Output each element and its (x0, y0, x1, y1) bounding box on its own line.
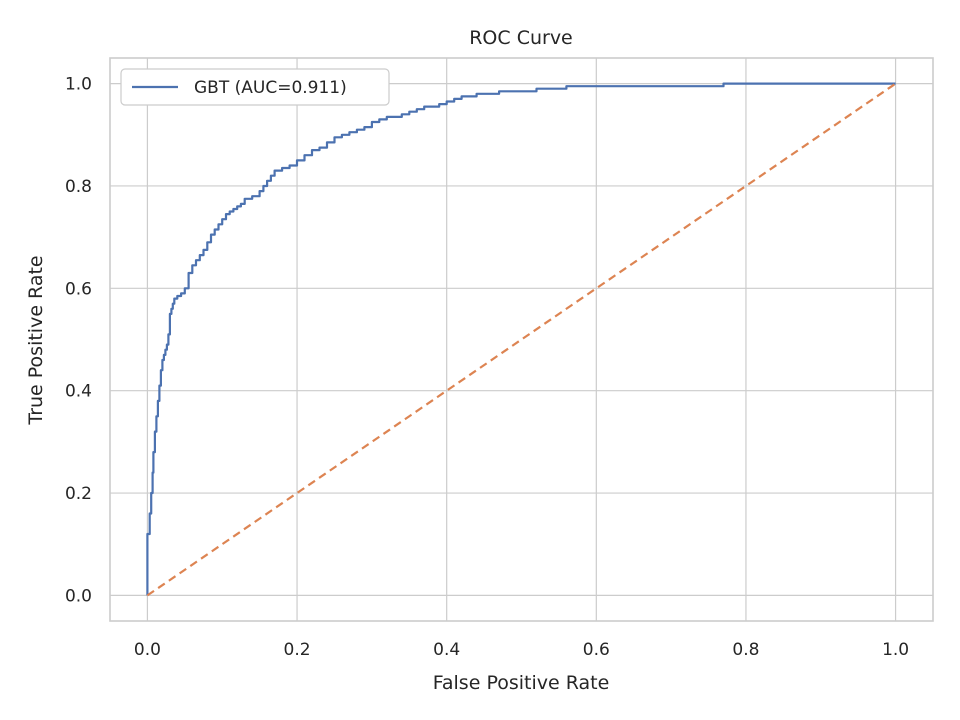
x-tick-label: 0.8 (732, 640, 759, 660)
x-tick-label: 0.6 (583, 640, 610, 660)
y-axis-label: True Positive Rate (25, 255, 47, 425)
x-tick-label: 0.4 (433, 640, 460, 660)
legend: GBT (AUC=0.911) (120, 68, 390, 106)
x-axis-label: False Positive Rate (433, 672, 610, 694)
plot-frame (109, 57, 934, 622)
chart-title: ROC Curve (469, 27, 573, 49)
x-tick-label: 1.0 (882, 640, 909, 660)
x-tick-label: 0.0 (134, 640, 161, 660)
y-tick-label: 1.0 (65, 75, 92, 95)
tick-layer: 0.0 0.2 0.4 0.6 0.8 1.0 0.0 0.2 0.4 0.6 0.8 1.0 (65, 75, 909, 660)
series-layer (146, 82, 897, 597)
legend-label: GBT (AUC=0.911) (194, 78, 347, 98)
y-tick-label: 0.8 (65, 177, 92, 197)
y-tick-label: 0.4 (65, 382, 92, 402)
chance-diagonal-line (146, 82, 897, 597)
roc-curve-line (146, 82, 896, 596)
legend-box (120, 68, 390, 106)
y-tick-label: 0.2 (65, 484, 92, 504)
y-tick-label: 0.0 (65, 586, 92, 606)
x-tick-label: 0.2 (284, 640, 311, 660)
y-tick-label: 0.6 (65, 279, 92, 299)
